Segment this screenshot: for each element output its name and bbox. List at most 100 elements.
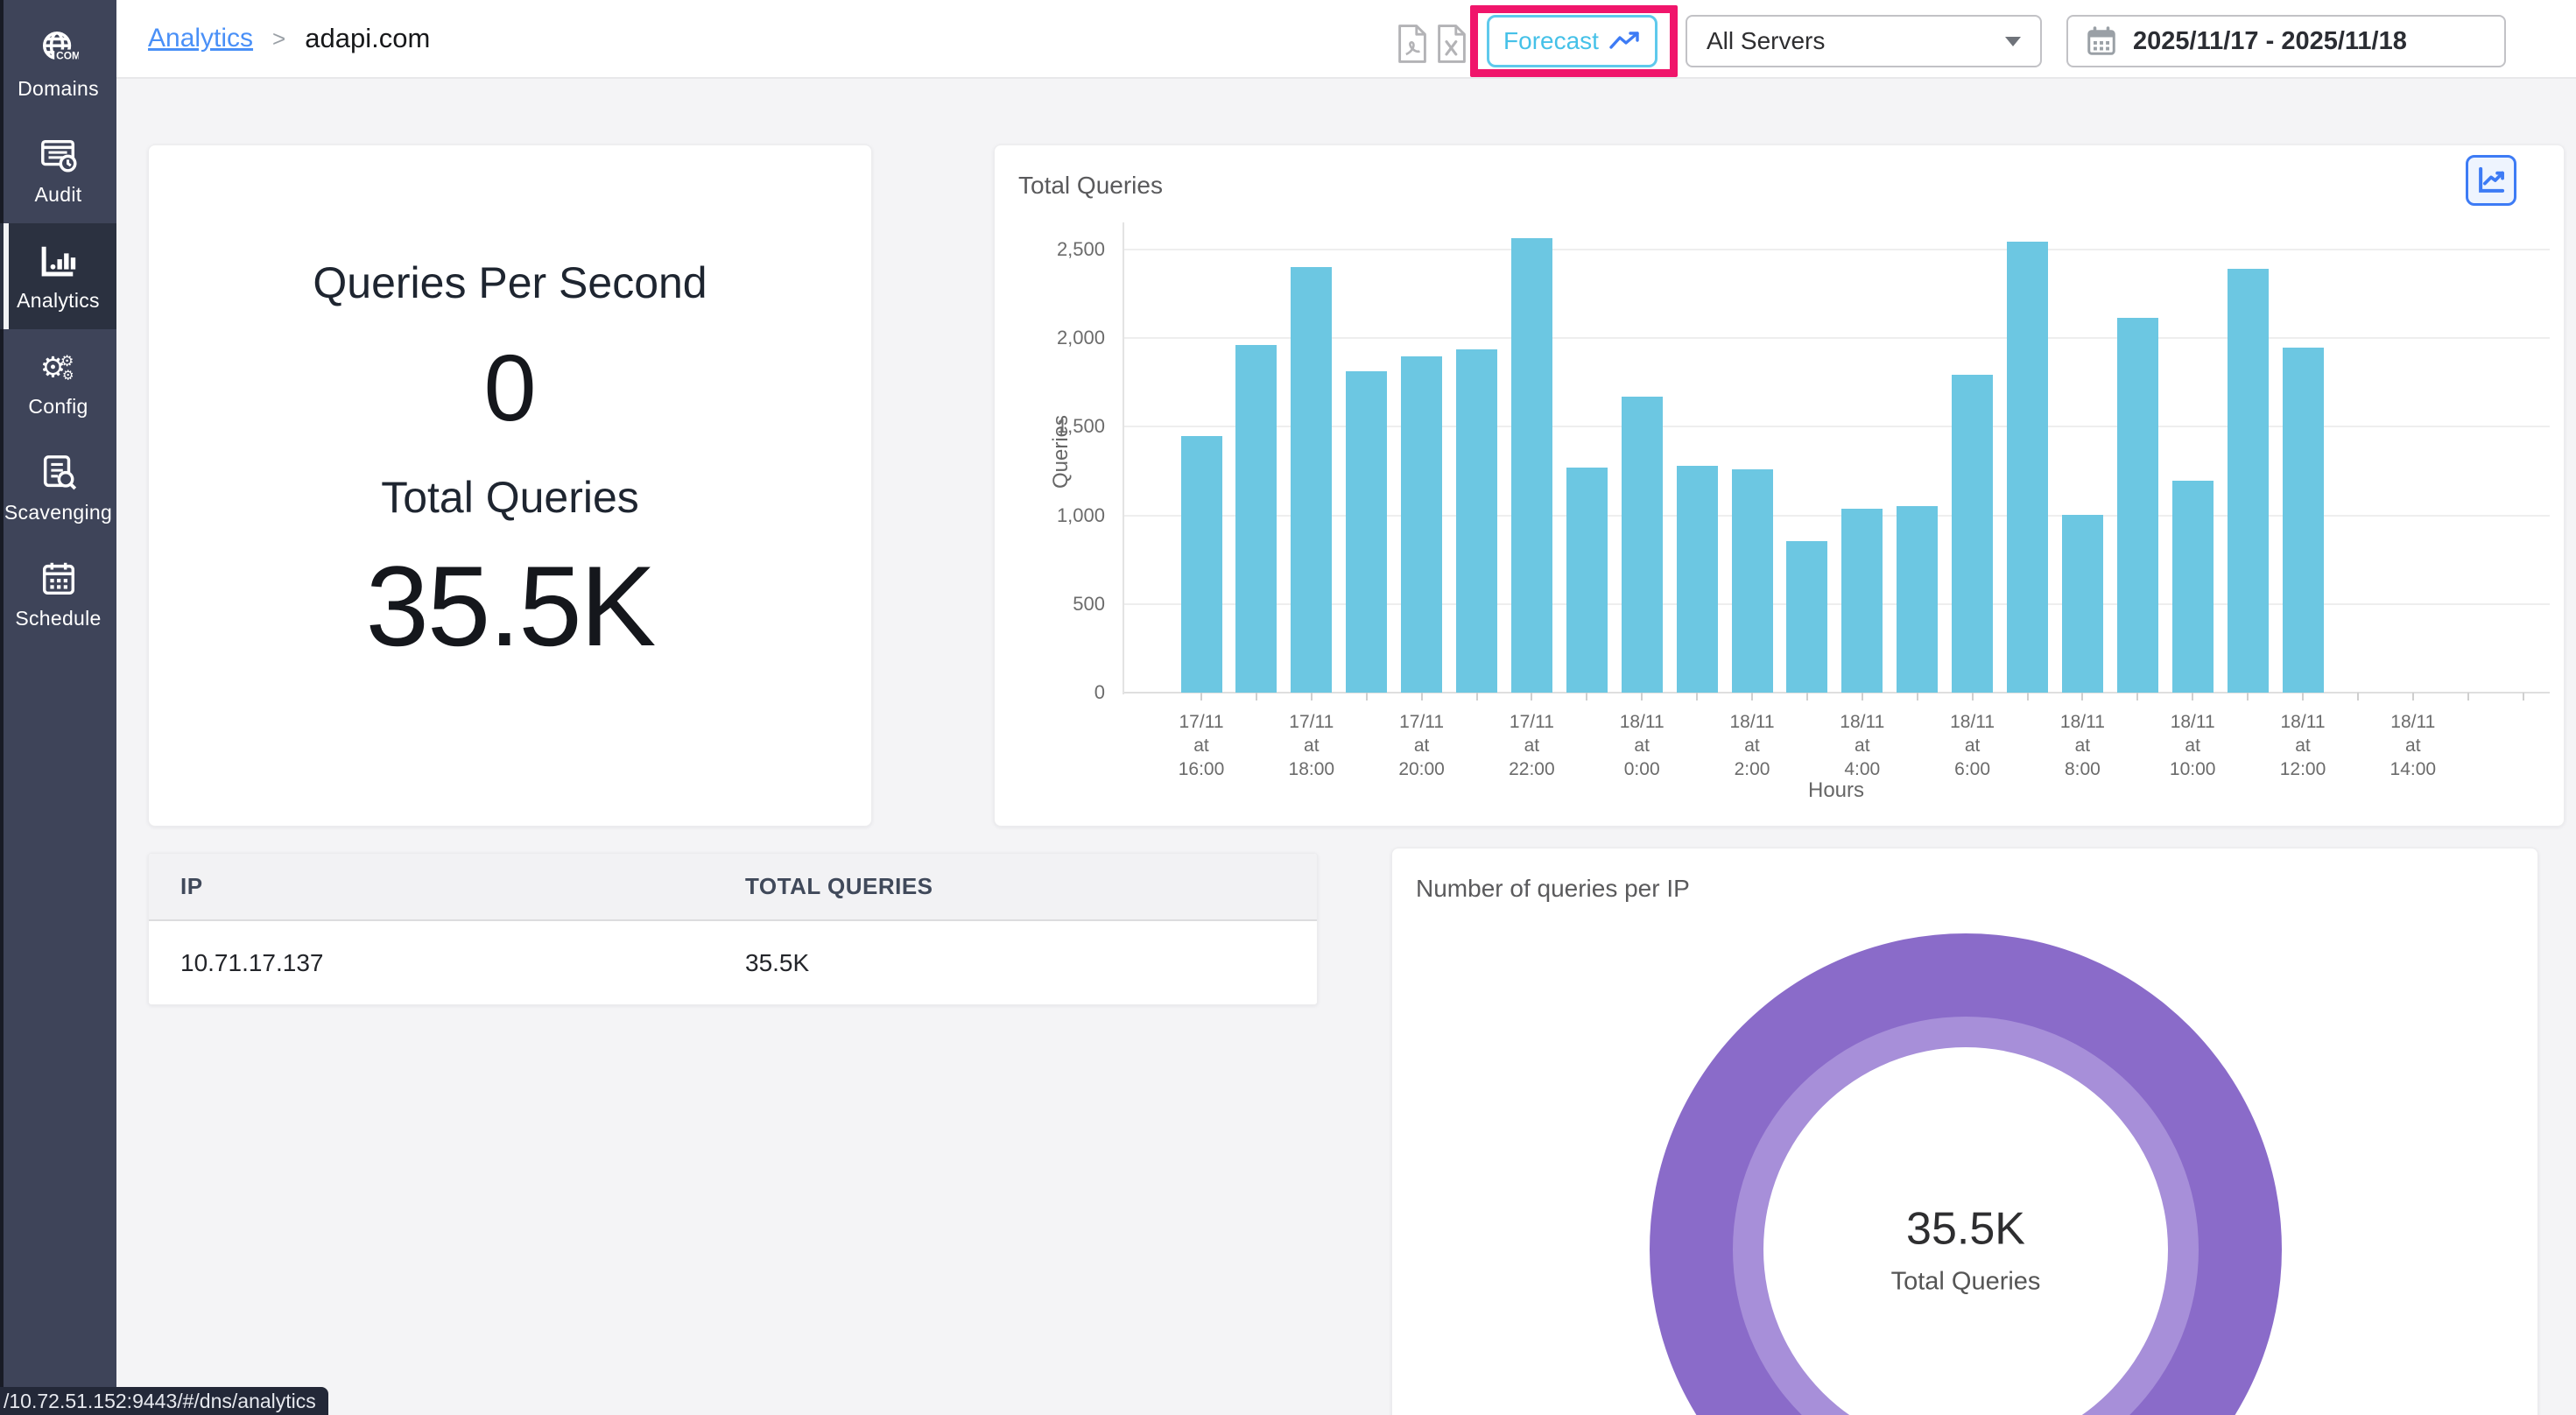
x-axis-tick [1200,693,1202,700]
export-pdf-icon[interactable] [1397,24,1428,64]
x-tick-label: 18/11 at 6:00 [1950,712,1995,779]
total-queries-chart-card: Total Queries Queries Hours 0 500 1,000 1,5… [994,144,2565,827]
breadcrumb-separator: > [272,25,286,52]
bar-18-11-4-00 [1841,509,1883,693]
top-bar: Analytics > adapi.com Forecast [116,0,2576,79]
bar-17-11-21-00 [1456,349,1497,693]
gridline [1123,514,2550,517]
gridline [1123,337,2550,340]
sidebar-item-label: Schedule [15,607,102,630]
sidebar-item-scavenging[interactable]: Scavenging [0,435,116,541]
sidebar-item-domains[interactable]: COM Domains [0,11,116,117]
bar-17-11-23-00 [1566,468,1608,693]
x-tick-label: 18/11 at 0:00 [1619,712,1665,779]
table-cell: 10.71.17.137 [180,948,324,976]
sidebar-item-config[interactable]: ⚙ ⚙ ⚙ Config [0,329,116,435]
bar-17-11-18-00 [1291,267,1333,693]
x-tick-label: 17/11 at 20:00 [1398,712,1445,779]
donut-title: Number of queries per IP [1416,875,1690,902]
trending-up-icon [1609,32,1639,49]
x-axis-tick [1586,693,1588,700]
x-tick-label: 18/11 at 4:00 [1840,712,1885,779]
x-axis-tick [2136,693,2139,700]
bar-18-11-6-00 [1952,375,1994,693]
table-header-row: IP TOTAL QUERIES [149,854,1317,921]
bar-18-11-5-00 [1897,506,1939,693]
x-axis-tick [2302,693,2304,700]
donut-center-text: 35.5K Total Queries [1891,1203,2041,1297]
sidebar-item-label: Audit [34,183,82,206]
x-axis-tick [1255,693,1257,700]
chart-type-button[interactable] [2466,155,2516,206]
gridline [1123,249,2550,250]
y-tick-label: 1,000 [1056,503,1105,526]
x-axis-tick [2522,693,2524,700]
qps-value: 0 [483,334,537,440]
bar-18-11-11-00 [2227,269,2269,693]
audit-log-icon [39,134,79,176]
x-axis-tick [1531,693,1533,700]
table-row[interactable]: 10.71.17.137 35.5K [149,921,1317,1004]
table-column-header: TOTAL QUERIES [745,873,933,899]
queries-per-ip-donut-card: Number of queries per IP 35.5K Total Que… [1391,848,2538,1415]
bar-17-11-16-00 [1180,436,1222,693]
y-tick-label: 2,500 [1056,238,1105,260]
gridline [1123,602,2550,605]
sidebar-item-label: Domains [18,77,99,100]
total-queries-title: Total Queries [381,473,639,522]
sidebar-item-schedule[interactable]: Schedule [0,541,116,647]
breadcrumb-analytics-link[interactable]: Analytics [148,24,254,53]
date-range-picker[interactable]: 2025/11/17 - 2025/11/18 [2066,15,2506,67]
bar-17-11-22-00 [1510,238,1552,693]
forecast-button[interactable]: Forecast [1487,15,1658,67]
bar-17-11-17-00 [1235,345,1277,693]
calendar-icon [39,558,79,600]
forecast-button-label: Forecast [1503,27,1599,54]
x-tick-label: 18/11 at 12:00 [2279,712,2326,779]
x-axis-title: Hours [1807,778,1865,802]
sidebar-item-audit[interactable]: Audit [0,117,116,223]
breadcrumb: Analytics > adapi.com [148,0,430,77]
x-tick-label: 18/11 at 10:00 [2169,712,2216,779]
x-axis-tick [1751,693,1753,700]
server-select-dropdown[interactable]: All Servers [1686,15,2042,67]
gridline [1123,426,2550,428]
bar-18-11-1-00 [1676,466,1718,693]
sidebar-item-label: Scavenging [4,501,113,524]
svg-text:⚙: ⚙ [39,351,65,384]
x-axis-tick [2247,693,2249,700]
bar-chart-icon [39,240,79,282]
x-axis-tick [1916,693,1918,700]
x-tick-label: 17/11 at 18:00 [1288,712,1335,779]
gears-icon: ⚙ ⚙ ⚙ [39,346,79,388]
sidebar-item-analytics[interactable]: Analytics [0,223,116,329]
y-tick-label: 0 [1094,681,1105,703]
gridline [1123,692,2550,693]
svg-text:⚙: ⚙ [60,353,73,370]
bar-18-11-8-00 [2061,515,2103,693]
x-tick-label: 18/11 at 2:00 [1729,712,1775,779]
y-tick-label: 500 [1073,592,1105,615]
table-cell: 35.5K [745,948,810,976]
link-preview-statusbar: /10.72.51.152:9443/#/dns/analytics [0,1387,328,1415]
export-excel-icon[interactable] [1436,24,1467,64]
document-search-icon [39,452,79,494]
x-axis-tick [1641,693,1643,700]
qps-title: Queries Per Second [313,258,707,307]
bar-18-11-0-00 [1621,397,1663,693]
sidebar-item-label: Analytics [17,289,100,312]
breadcrumb-current-domain: adapi.com [305,23,431,53]
globe-com-icon: COM [39,28,79,70]
active-indicator [4,223,9,329]
sidebar-item-label: Config [28,395,88,418]
bar-18-11-2-00 [1731,469,1773,693]
bar-18-11-9-00 [2116,318,2158,693]
x-axis-tick [1475,693,1478,700]
bar-18-11-3-00 [1786,541,1828,693]
total-queries-value: 35.5K [365,542,657,670]
chart-title: Total Queries [1018,172,1163,199]
y-axis-line [1123,222,1124,694]
sidebar-edge [0,0,4,1415]
donut-center-value: 35.5K [1906,1203,2025,1255]
date-range-value: 2025/11/17 - 2025/11/18 [2133,26,2407,55]
